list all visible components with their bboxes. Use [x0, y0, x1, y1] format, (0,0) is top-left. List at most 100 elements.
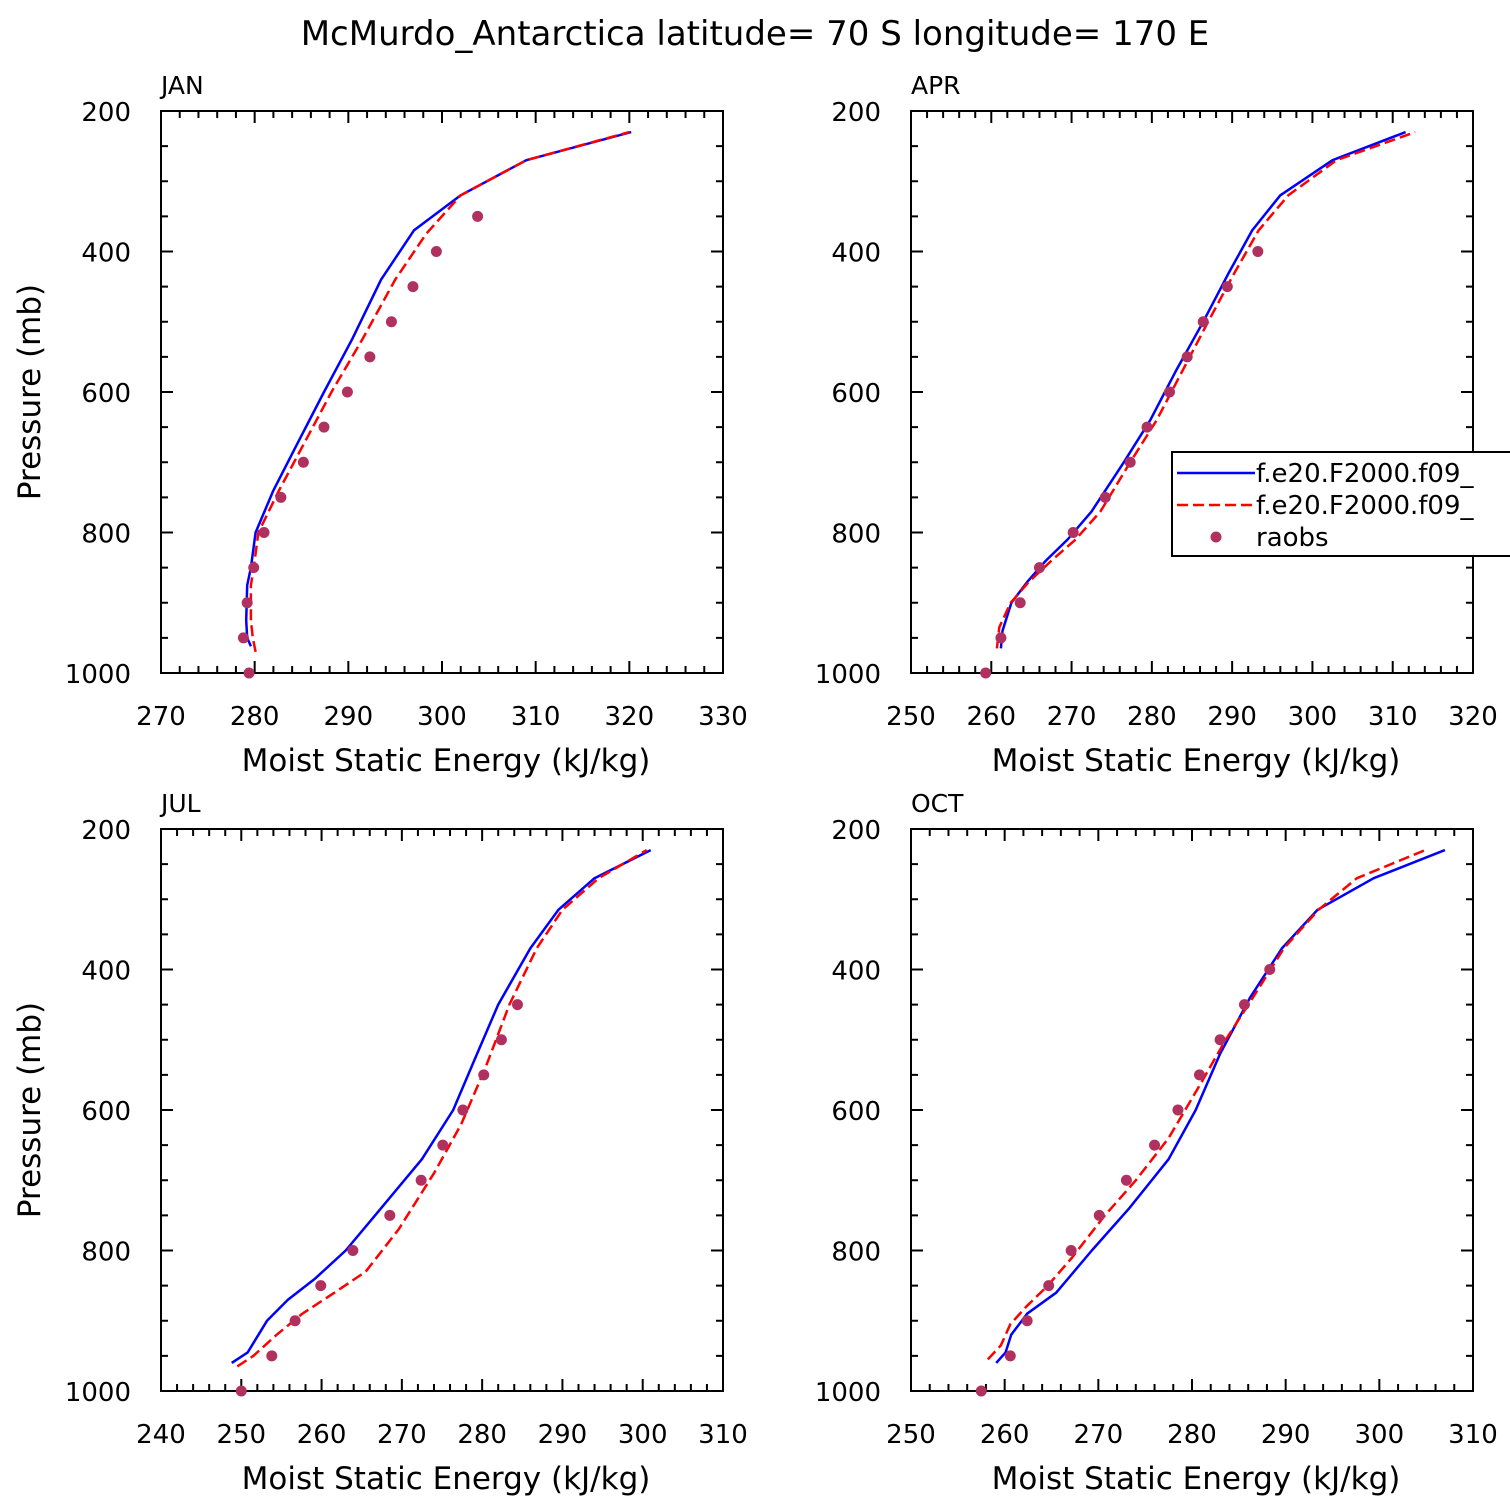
- series-line-dashed: [249, 130, 630, 653]
- y-axis-label: Pressure (mb): [12, 1002, 48, 1218]
- x-tick-label: 270: [136, 702, 186, 732]
- x-tick-label: 280: [1127, 702, 1177, 732]
- data-point: [1021, 1315, 1033, 1327]
- y-axis-label: Pressure (mb): [12, 284, 48, 500]
- x-tick-label: 290: [538, 1420, 588, 1450]
- x-tick-label: 260: [297, 1420, 347, 1450]
- y-tick-label: 800: [81, 520, 131, 550]
- panel-label: APR: [911, 71, 961, 100]
- data-point: [235, 1385, 247, 1397]
- data-point: [248, 562, 260, 574]
- x-tick-label: 260: [966, 702, 1016, 732]
- data-point: [243, 667, 255, 679]
- series-line-dashed: [236, 849, 648, 1368]
- series-line-solid: [244, 130, 632, 647]
- data-point: [407, 281, 419, 293]
- y-tick-label: 200: [81, 816, 131, 846]
- data-point: [995, 632, 1007, 644]
- legend-entry: f.e20.F2000.f09_: [1177, 459, 1474, 489]
- data-point: [364, 351, 376, 363]
- x-tick-label: 330: [698, 702, 748, 732]
- y-tick-label: 400: [831, 957, 881, 987]
- x-tick-label: 290: [1261, 1420, 1311, 1450]
- legend-marker: [1210, 531, 1222, 543]
- x-axis-label: Moist Static Energy (kJ/kg): [992, 1461, 1401, 1497]
- x-tick-label: 290: [324, 702, 374, 732]
- panel-label: OCT: [911, 789, 964, 818]
- x-axis-label: Moist Static Energy (kJ/kg): [992, 743, 1401, 779]
- x-tick-label: 310: [698, 1420, 748, 1450]
- data-point: [495, 1034, 507, 1046]
- data-point: [275, 491, 287, 503]
- data-point: [1181, 351, 1193, 363]
- data-point: [415, 1174, 427, 1186]
- x-tick-label: 300: [417, 702, 467, 732]
- plot-frame: [160, 828, 724, 1392]
- data-point: [341, 386, 353, 398]
- data-point: [1067, 527, 1079, 538]
- panel-jan: JAN 270 280 290 300 310 320 330 200 400 600 800 1000…: [12, 71, 748, 779]
- data-point: [1264, 964, 1276, 975]
- x-tick-label: 320: [1448, 702, 1498, 732]
- x-tick-label: 240: [136, 1420, 186, 1450]
- data-point: [318, 421, 330, 433]
- data-point: [1093, 1209, 1105, 1221]
- legend-label: f.e20.F2000.f09_: [1256, 491, 1474, 521]
- data-point: [1004, 1350, 1016, 1362]
- x-tick-label: 280: [1167, 1420, 1217, 1450]
- plot-frame: [160, 110, 724, 674]
- y-tick-label: 1000: [815, 660, 881, 690]
- x-tick-label: 280: [230, 702, 280, 732]
- y-tick-label: 1000: [65, 1378, 131, 1408]
- data-point: [1193, 1069, 1205, 1081]
- data-point: [1172, 1104, 1184, 1116]
- y-tick-label: 200: [81, 98, 131, 128]
- data-point: [437, 1139, 449, 1151]
- data-point: [1164, 386, 1176, 398]
- series-raobs: [975, 964, 1276, 1397]
- x-tick-label: 250: [886, 1420, 936, 1450]
- x-tick-label: 310: [1368, 702, 1418, 732]
- data-point: [975, 1385, 987, 1397]
- data-point: [430, 246, 442, 257]
- data-point: [1149, 1139, 1161, 1151]
- data-point: [384, 1209, 396, 1221]
- y-tick-label: 400: [81, 239, 131, 269]
- data-point: [1252, 246, 1264, 257]
- series-raobs: [235, 999, 523, 1397]
- x-tick-label: 250: [216, 1420, 266, 1450]
- data-point: [457, 1104, 469, 1116]
- y-tick-label: 1000: [815, 1378, 881, 1408]
- x-tick-label: 300: [1355, 1420, 1405, 1450]
- legend-label: f.e20.F2000.f09_: [1256, 459, 1474, 489]
- data-point: [1099, 491, 1111, 503]
- series-raobs: [237, 210, 484, 679]
- panel-oct: OCT 250 260 270 280 290 300 310 200 400 600 800 1000…: [815, 789, 1498, 1497]
- y-tick-label: 600: [831, 1097, 881, 1127]
- data-point: [1197, 316, 1209, 328]
- data-point: [297, 456, 309, 468]
- panel-jul: JUL 240 250 260 270 280 290 300 310 200 400 600 800 1…: [12, 789, 748, 1497]
- series-line-dashed: [986, 848, 1426, 1361]
- data-point: [511, 999, 523, 1011]
- series-line-solid: [995, 848, 1446, 1364]
- series-raobs: [980, 246, 1264, 679]
- x-tick-label: 290: [1207, 702, 1257, 732]
- y-tick-label: 600: [831, 379, 881, 409]
- data-point: [478, 1069, 490, 1081]
- panels: JAN 270 280 290 300 310 320 330 200 400 600 800 1000…: [12, 71, 1498, 1497]
- data-point: [385, 316, 397, 328]
- data-point: [1238, 999, 1250, 1011]
- x-tick-label: 270: [1074, 1420, 1124, 1450]
- data-point: [1014, 597, 1026, 609]
- data-point: [1221, 281, 1233, 293]
- x-axis-label: Moist Static Energy (kJ/kg): [242, 743, 651, 779]
- data-point: [1033, 562, 1045, 574]
- data-point: [472, 210, 484, 222]
- x-tick-label: 270: [1047, 702, 1097, 732]
- data-point: [237, 632, 249, 644]
- series-line-solid: [999, 130, 1407, 649]
- series-line-solid: [231, 848, 652, 1364]
- x-tick-label: 260: [980, 1420, 1030, 1450]
